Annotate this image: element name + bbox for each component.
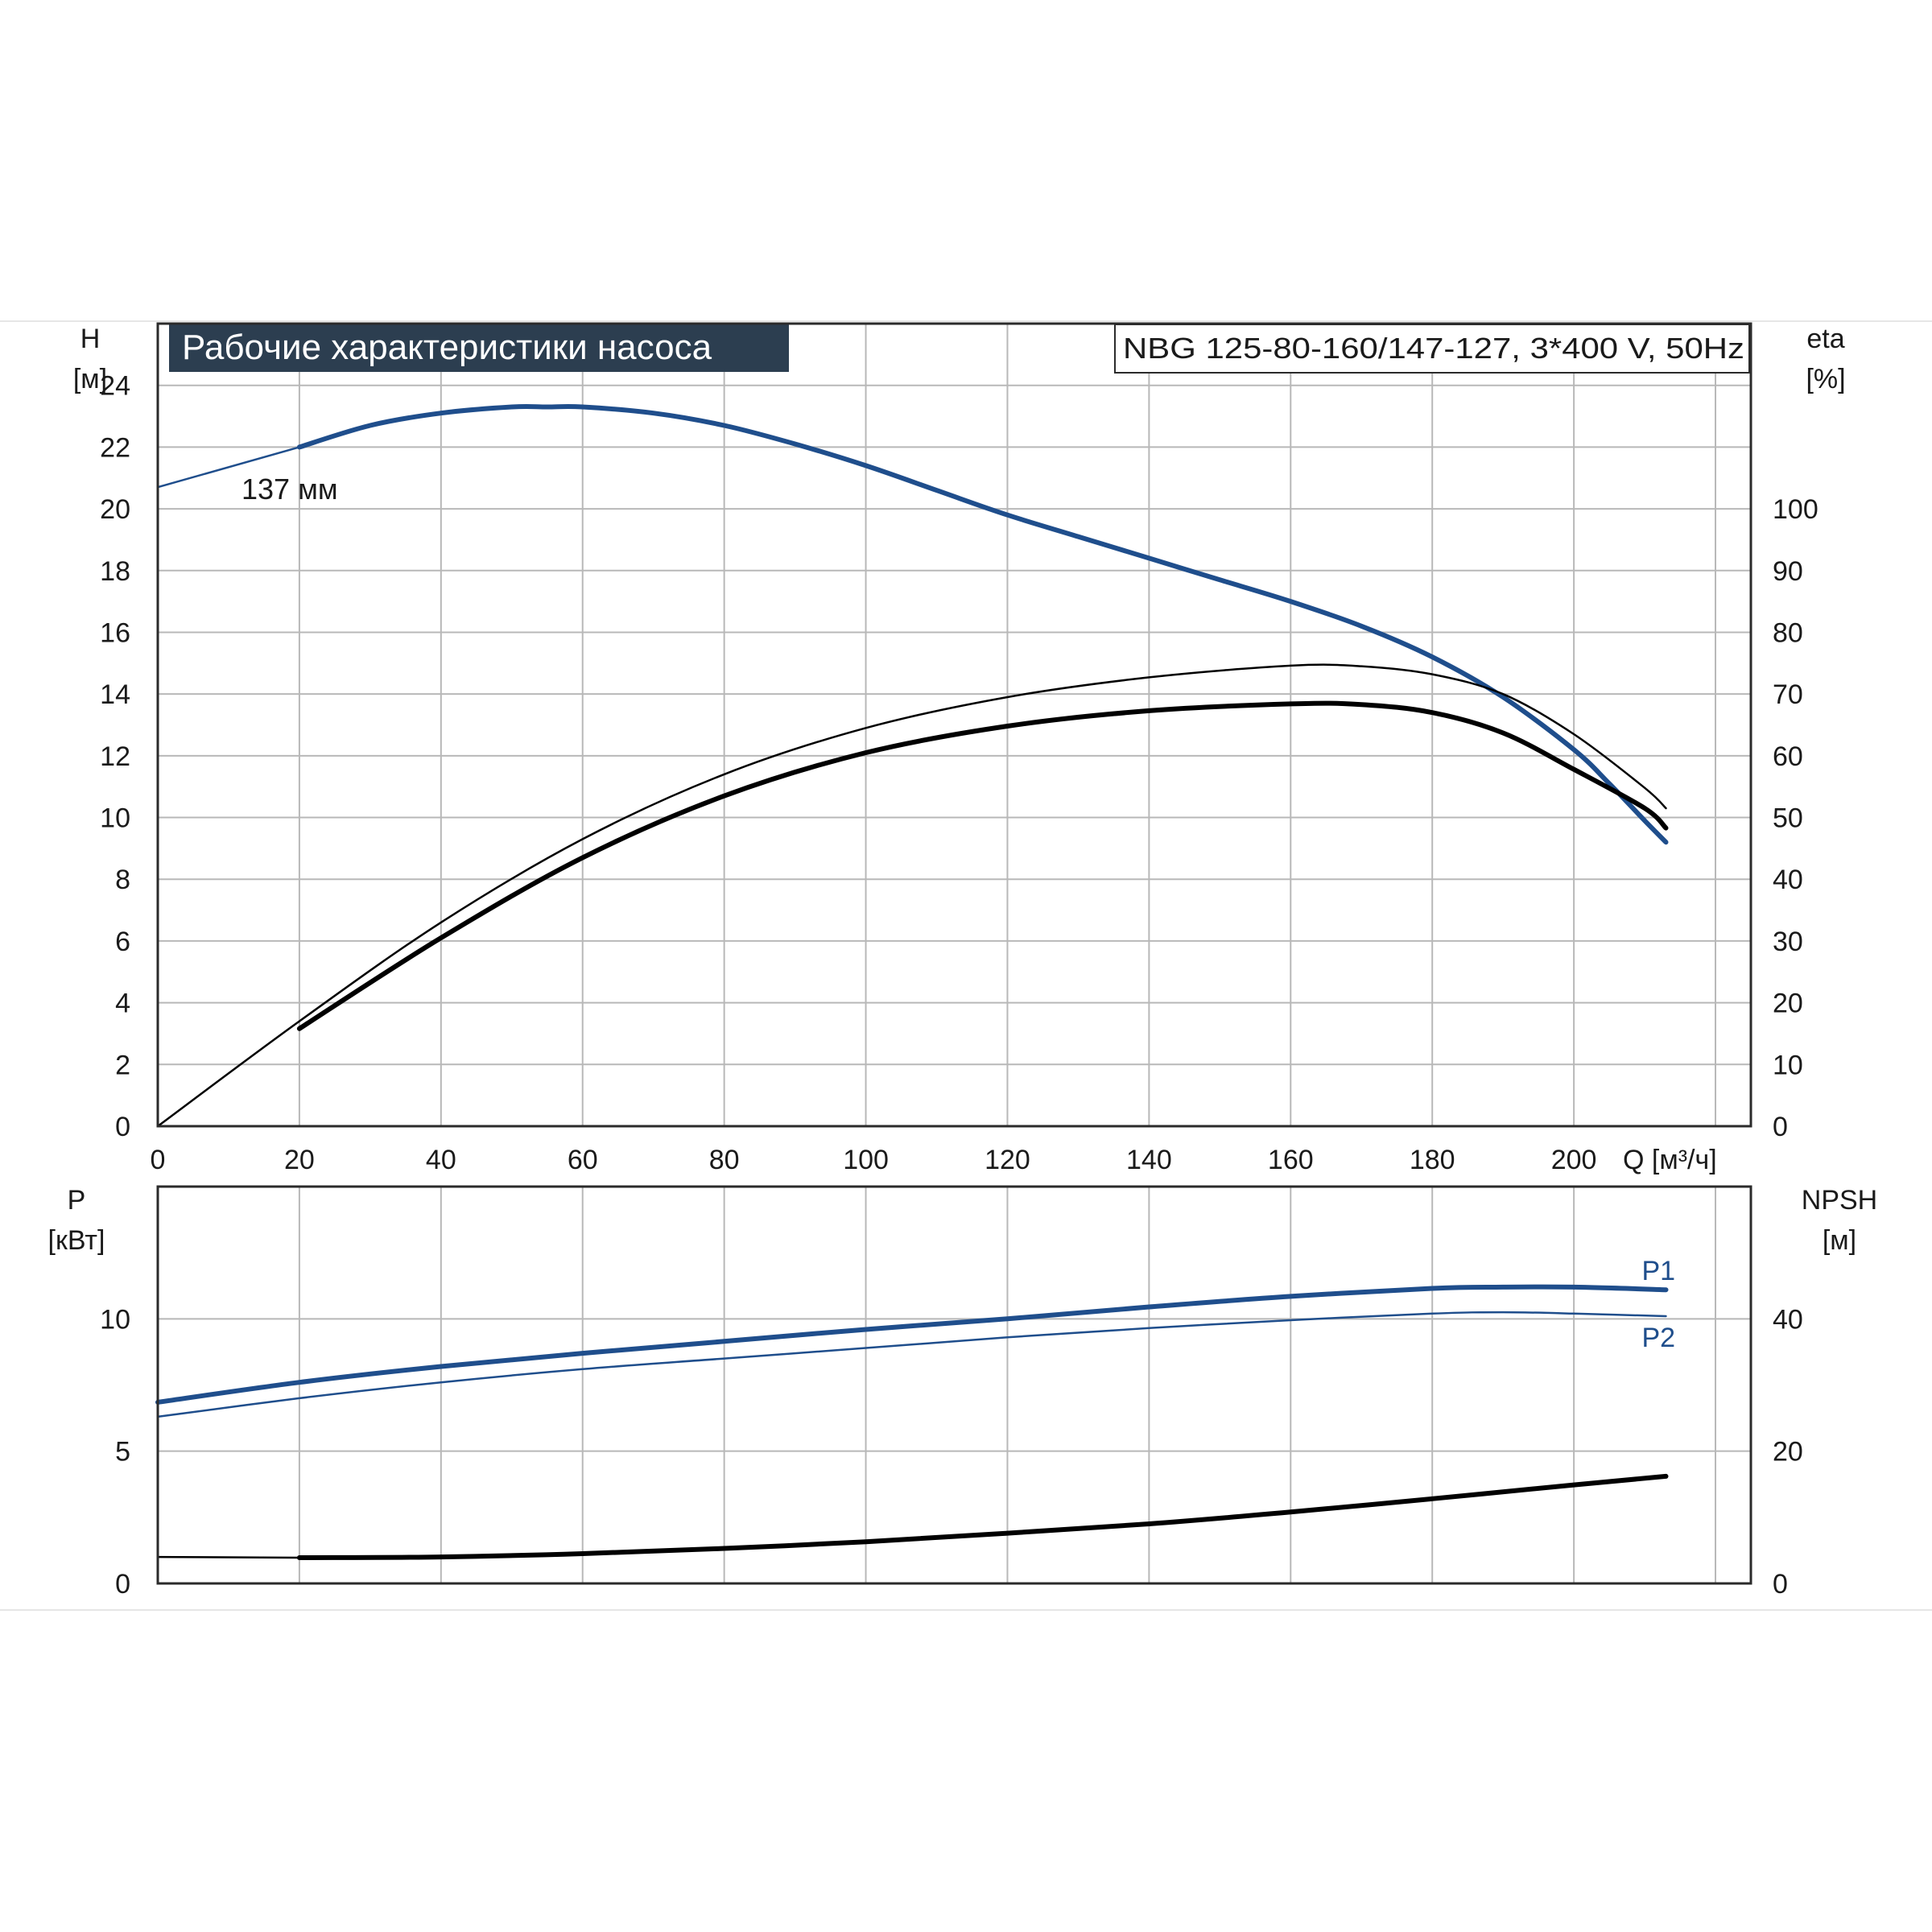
y-left-tick-label: 22 — [100, 432, 130, 463]
x-tick-label: 120 — [985, 1145, 1030, 1175]
y-left-tick-label: 0 — [115, 1112, 130, 1142]
top-x-axis-label: Q [м³/ч] — [1623, 1145, 1717, 1175]
y-left-tick-label: 10 — [100, 1304, 130, 1335]
x-tick-label: 40 — [426, 1145, 456, 1175]
y-right-tick-label: 40 — [1773, 865, 1803, 895]
y-right-tick-label: 0 — [1773, 1569, 1788, 1600]
bottom-y-axis-label-right: NPSH [м] — [1802, 1185, 1877, 1256]
y-right-tick-label: 10 — [1773, 1050, 1803, 1080]
top-plot-frame — [156, 322, 1752, 1128]
bottom-series-line-3 — [156, 1555, 301, 1559]
bottom-series: P1 P2 — [155, 1256, 1675, 1560]
y-left-tick-label: 16 — [100, 617, 130, 648]
y-left-tick-label: 6 — [115, 927, 130, 957]
y-right-tick-label: 90 — [1773, 556, 1803, 587]
top-series-line-1 — [156, 446, 301, 489]
top-grid: 0 20 40 60 80 100 120 140 160 180 2000246810121416… — [100, 324, 1818, 1175]
model-label-box — [1114, 324, 1750, 374]
bottom-plot-frame — [156, 1185, 1752, 1585]
y-right-tick-label: 0 — [1773, 1112, 1788, 1142]
y-right-tick-label: 100 — [1773, 494, 1818, 525]
y-left-tick-label: 0 — [115, 1569, 130, 1600]
x-tick-label: 60 — [568, 1145, 598, 1175]
y-left-tick-label: 20 — [100, 494, 130, 525]
x-tick-label: 200 — [1551, 1145, 1597, 1175]
y-left-tick-label: 12 — [100, 741, 130, 772]
y-left-tick-label: 14 — [100, 679, 130, 710]
y-right-tick-label: 30 — [1773, 927, 1803, 957]
bottom-grid: 0 5 10 0 20 40 — [100, 1187, 1803, 1600]
y-right-tick-label: 50 — [1773, 803, 1803, 834]
y-left-tick-label: 18 — [100, 556, 130, 587]
top-y-axis-label-right: eta [%] — [1806, 324, 1845, 394]
top-series — [156, 403, 1669, 1128]
bottom-series-line-4 — [296, 1473, 1669, 1560]
y-right-tick-label: 20 — [1773, 989, 1803, 1019]
x-tick-label: 80 — [709, 1145, 740, 1175]
bottom-series-line-p1 — [155, 1284, 1669, 1405]
chart-title: Рабочие характеристики насоса — [182, 328, 712, 367]
model-label: NBG 125-80-160/147-127, 3*400 V, 50Hz — [1123, 332, 1744, 365]
y-right-tick-label: 70 — [1773, 679, 1803, 710]
y-left-tick-label: 2 — [115, 1050, 130, 1080]
y-left-tick-label: 4 — [115, 989, 130, 1019]
bottom-series-line-p2 — [156, 1311, 1667, 1418]
top-series-line-4 — [296, 700, 1669, 1031]
y-left-tick-label: 10 — [100, 803, 130, 834]
top-series-line-3 — [156, 663, 1667, 1128]
y-right-tick-label: 20 — [1773, 1437, 1803, 1468]
title-banner — [169, 324, 789, 372]
x-tick-label: 140 — [1126, 1145, 1172, 1175]
series-label-p2: P2 — [1641, 1323, 1675, 1353]
x-tick-label: 20 — [284, 1145, 315, 1175]
y-right-tick-label: 60 — [1773, 741, 1803, 772]
bottom-y-axis-label-left: P [кВт] — [48, 1185, 105, 1256]
x-tick-label: 180 — [1410, 1145, 1455, 1175]
x-tick-label: 160 — [1268, 1145, 1314, 1175]
top-y-axis-label-left: H [м] — [73, 324, 107, 394]
y-left-tick-label: 5 — [115, 1437, 130, 1468]
y-right-tick-label: 40 — [1773, 1304, 1803, 1335]
y-left-tick-label: 24 — [100, 371, 130, 402]
y-left-tick-label: 8 — [115, 865, 130, 895]
x-tick-label: 0 — [151, 1145, 166, 1175]
y-right-tick-label: 80 — [1773, 617, 1803, 648]
x-tick-label: 100 — [843, 1145, 889, 1175]
impeller-diameter-annotation: 137 мм — [242, 473, 338, 506]
top-series-line-2 — [296, 403, 1669, 845]
series-label-p1: P1 — [1641, 1256, 1675, 1286]
